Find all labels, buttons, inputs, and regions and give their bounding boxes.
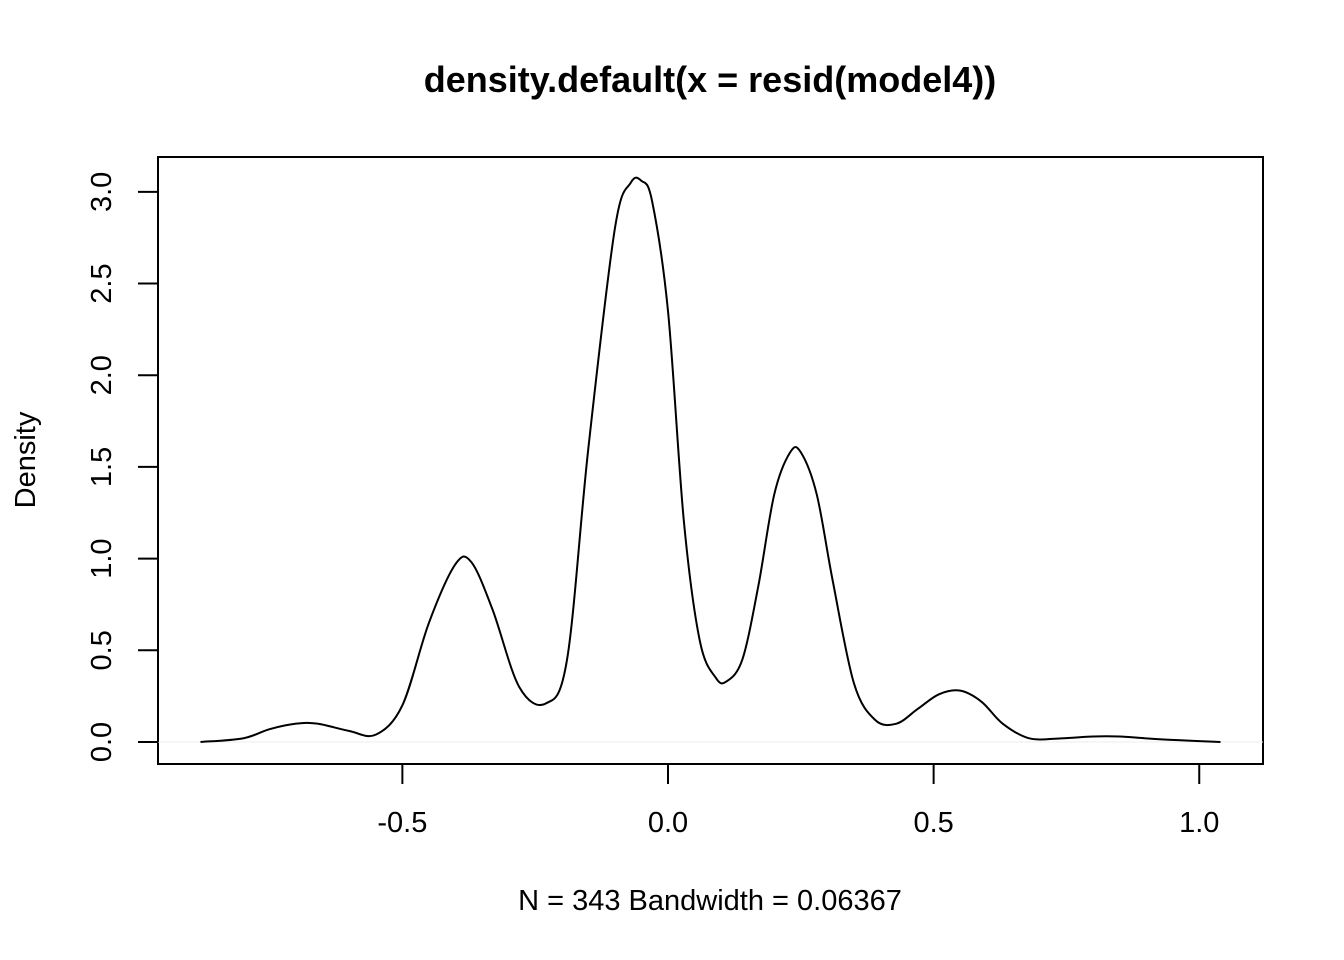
- plot-frame: [157, 156, 1264, 765]
- series-layer: [200, 176, 1221, 743]
- density-line: [200, 176, 1221, 743]
- y-tick-label: 2.0: [86, 355, 118, 395]
- x-tick-label: 1.0: [1179, 807, 1219, 839]
- x-axis-label: N = 343 Bandwidth = 0.06367: [518, 885, 902, 917]
- x-axis: -0.5 0.0 0.5 1.0: [377, 763, 1219, 839]
- y-tick-label: 0.0: [86, 722, 118, 762]
- x-tick-label: 0.0: [648, 807, 688, 839]
- y-tick-label: 1.5: [86, 447, 118, 487]
- y-tick-label: 3.0: [86, 172, 118, 212]
- y-axis: 0.0 0.5 1.0 1.5 2.0 2.5 3.0: [86, 172, 159, 762]
- y-axis-label: Density: [10, 411, 42, 508]
- y-tick-label: 1.0: [86, 538, 118, 578]
- chart-title: density.default(x = resid(model4)): [424, 59, 996, 100]
- y-tick-label: 0.5: [86, 630, 118, 670]
- x-tick-label: 0.5: [913, 807, 953, 839]
- y-tick-label: 2.5: [86, 263, 118, 303]
- x-tick-label: -0.5: [377, 807, 427, 839]
